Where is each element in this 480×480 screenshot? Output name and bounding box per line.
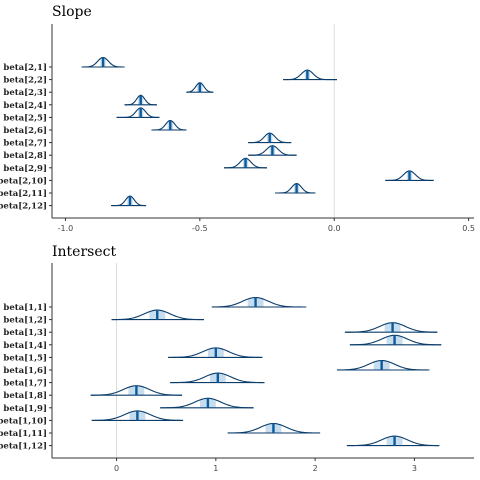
ridge-beta[2,3]: beta[2,3] — [3, 82, 214, 98]
y-tick-label: beta[1,8] — [3, 391, 47, 401]
y-tick-label: beta[1,1] — [3, 303, 47, 313]
y-tick-label: beta[1,9] — [3, 404, 47, 414]
ridge-beta[1,1]: beta[1,1] — [3, 296, 307, 313]
x-tick-label: 3 — [412, 464, 417, 473]
y-tick-label: beta[2,7] — [3, 139, 47, 149]
ridge-beta[1,7]: beta[1,7] — [3, 372, 265, 389]
y-tick-label: beta[2,4] — [3, 101, 47, 111]
ridge-beta[2,8]: beta[2,8] — [3, 145, 297, 161]
panel-title: Intersect — [52, 244, 116, 260]
ridge-beta[1,8]: beta[1,8] — [3, 385, 183, 401]
x-tick-label: 2 — [313, 464, 318, 473]
x-tick-label: 1 — [213, 464, 218, 473]
ridge-beta[2,5]: beta[2,5] — [3, 107, 160, 123]
ridge-beta[1,11]: beta[1,11] — [0, 422, 321, 439]
y-tick-label: beta[1,3] — [3, 328, 47, 338]
ridge-beta[2,11]: beta[2,11] — [0, 182, 316, 199]
ridge-beta[2,12]: beta[2,12] — [0, 195, 147, 212]
y-tick-label: beta[1,4] — [3, 341, 47, 351]
y-tick-label: beta[2,6] — [3, 126, 47, 136]
ridge-beta[1,12]: beta[1,12] — [0, 435, 440, 452]
x-tick-label: 0.5 — [462, 224, 475, 233]
y-tick-label: beta[2,8] — [3, 151, 47, 161]
y-tick-label: beta[1,5] — [3, 353, 47, 363]
ridge-beta[1,5]: beta[1,5] — [3, 347, 263, 363]
y-tick-label: beta[2,11] — [0, 189, 47, 199]
y-tick-label: beta[2,12] — [0, 202, 47, 212]
ridge-beta[2,7]: beta[2,7] — [3, 132, 292, 149]
ridge-beta[1,3]: beta[1,3] — [3, 322, 438, 338]
ridge-beta[2,9]: beta[2,9] — [3, 157, 268, 174]
y-tick-label: beta[1,10] — [0, 416, 47, 426]
y-tick-label: beta[2,3] — [3, 88, 47, 98]
y-tick-label: beta[1,7] — [3, 379, 47, 389]
y-tick-label: beta[1,6] — [3, 366, 47, 376]
x-tick-label: -0.5 — [192, 224, 208, 233]
panel-title: Slope — [52, 4, 92, 20]
panel-slope: Slope -1.0 -0.5 0.0 0.5 beta[2,1] beta[2,2] bet… — [0, 4, 475, 233]
ridge-beta[1,6]: beta[1,6] — [3, 359, 430, 376]
ridge-beta[1,2]: beta[1,2] — [3, 309, 204, 326]
y-tick-label: beta[1,11] — [0, 429, 47, 439]
y-tick-label: beta[1,2] — [3, 316, 47, 326]
y-tick-label: beta[2,9] — [3, 164, 47, 174]
y-tick-label: beta[2,10] — [0, 176, 47, 186]
panel-intersect: Intersect 0 1 2 3 beta[1,1] beta[1,2] beta[1,3]… — [0, 244, 474, 473]
x-tick-label: -1.0 — [58, 224, 74, 233]
ridge-beta[2,1]: beta[2,1] — [3, 56, 125, 73]
ridge-beta[1,10]: beta[1,10] — [0, 410, 184, 426]
ridge-beta[1,4]: beta[1,4] — [3, 334, 442, 351]
ridge-beta[2,10]: beta[2,10] — [0, 170, 434, 186]
ridge-beta[2,4]: beta[2,4] — [3, 94, 157, 111]
y-tick-label: beta[2,5] — [3, 113, 47, 123]
ridge-beta[2,6]: beta[2,6] — [3, 119, 187, 136]
y-tick-label: beta[2,2] — [3, 76, 47, 86]
x-tick-label: 0.0 — [328, 224, 341, 233]
ridge-beta[2,2]: beta[2,2] — [3, 69, 337, 86]
y-tick-label: beta[1,12] — [0, 442, 47, 452]
ridge-beta[1,9]: beta[1,9] — [3, 397, 254, 414]
x-tick-label: 0 — [114, 464, 119, 473]
y-tick-label: beta[2,1] — [3, 63, 47, 73]
